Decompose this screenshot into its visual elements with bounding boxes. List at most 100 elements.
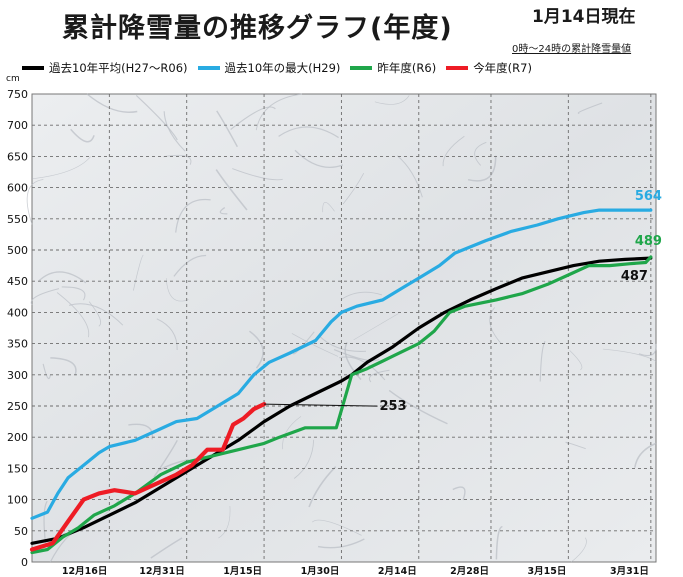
marble-vein [219, 207, 228, 215]
y-tick-label: 300 [7, 369, 28, 382]
y-unit-label: cm [6, 74, 20, 84]
marble-vein [291, 333, 339, 357]
y-tick-label: 500 [7, 244, 28, 257]
marble-vein [396, 155, 423, 198]
marble-vein [282, 416, 302, 450]
marble-vein [388, 389, 448, 425]
legend-label-max: 過去10年の最大(H29) [224, 61, 341, 75]
marble-vein [368, 369, 390, 383]
x-tick-label: 3月15日 [527, 566, 566, 577]
marble-vein [132, 254, 144, 291]
current-leader-line [264, 403, 378, 407]
end-label-avg: 487 [621, 269, 648, 284]
marble-vein [374, 95, 410, 105]
marble-vein [333, 349, 380, 362]
marble-vein [318, 335, 367, 352]
legend-swatch-max [197, 66, 220, 70]
x-tick-label: 3月31日 [610, 566, 649, 577]
marble-vein [342, 173, 365, 205]
plot-texture [26, 93, 657, 563]
marble-vein [165, 278, 189, 302]
marble-vein [322, 201, 335, 213]
marble-vein [344, 342, 362, 381]
marble-vein [495, 525, 503, 560]
marble-vein [150, 537, 183, 559]
marble-vein [43, 500, 48, 544]
marble-vein [474, 141, 487, 166]
marble-vein [86, 93, 138, 113]
marble-vein [153, 439, 178, 478]
legend-label-avg: 過去10年平均(H27～R06) [49, 61, 188, 75]
end-label-current: 253 [380, 399, 407, 414]
legend-item-current[interactable]: 今年度(R7) [446, 60, 532, 76]
legend-item-avg[interactable]: 過去10年平均(H27～R06) [22, 60, 188, 76]
legend-swatch-avg [22, 66, 44, 70]
marble-vein [215, 169, 248, 211]
marble-vein [442, 135, 465, 167]
marble-vein [232, 168, 283, 181]
date-label: 1月14日現在 [532, 7, 636, 27]
y-tick-label: 700 [7, 119, 28, 132]
y-tick-label: 250 [7, 400, 28, 413]
legend-swatch-last [350, 66, 373, 70]
marble-vein [175, 198, 211, 233]
marble-vein [135, 94, 178, 141]
end-label-max: 564 [635, 189, 662, 204]
end-labels: 564 489 487 253 [264, 189, 662, 414]
x-tick-label: 12月31日 [139, 566, 184, 577]
x-tick-label: 2月14日 [378, 566, 417, 577]
marble-vein [156, 318, 178, 351]
marble-vein [38, 271, 87, 284]
marble-vein [278, 126, 339, 139]
marble-vein [341, 291, 383, 300]
y-tick-label: 350 [7, 338, 28, 351]
y-tick-label: 550 [7, 213, 28, 226]
marble-vein [452, 486, 466, 501]
y-tick-label: 600 [7, 182, 28, 195]
marble-vein [569, 350, 583, 371]
marble-vein [70, 128, 95, 143]
legend-swatch-current [446, 66, 469, 70]
marble-vein [571, 537, 587, 563]
marble-vein [634, 442, 657, 468]
marble-vein [68, 303, 124, 326]
marble-vein [308, 466, 337, 508]
series-line-max [30, 208, 653, 520]
chart-title: 累計降雪量の推移グラフ(年度) [62, 13, 453, 44]
marble-vein [88, 301, 102, 327]
legend-label-current: 今年度(R7) [473, 61, 532, 75]
y-tick-label: 100 [7, 494, 28, 507]
marble-vein [294, 149, 344, 168]
x-tick-label: 2月28日 [450, 566, 489, 577]
marble-vein [26, 179, 44, 225]
y-tick-label: 750 [7, 88, 28, 101]
marble-vein [577, 102, 603, 114]
marble-vein [32, 156, 91, 180]
marble-vein [56, 292, 90, 338]
marble-vein [602, 348, 657, 362]
end-label-last: 489 [635, 234, 662, 249]
legend: 過去10年平均(H27～R06) 過去10年の最大(H29) 昨年度(R6) 今… [22, 60, 532, 76]
marble-vein [293, 439, 315, 479]
y-tick-label: 150 [7, 462, 28, 475]
marble-vein [159, 458, 189, 471]
x-tick-label: 1月30日 [301, 566, 340, 577]
marble-vein [163, 154, 192, 165]
y-tick-label: 50 [14, 525, 28, 538]
marble-vein [249, 330, 264, 369]
series-line-last [30, 255, 653, 555]
marble-vein [539, 340, 546, 382]
marble-vein [173, 254, 207, 277]
marble-vein [218, 505, 231, 539]
marble-vein [255, 93, 303, 131]
marble-vein [638, 343, 657, 357]
series-line-current [29, 402, 267, 552]
legend-item-last[interactable]: 昨年度(R6) [350, 60, 436, 76]
x-tick-label: 1月15日 [223, 566, 262, 577]
y-tick-label: 650 [7, 150, 28, 163]
legend-label-last: 昨年度(R6) [377, 61, 437, 75]
marble-vein [339, 356, 386, 381]
legend-item-max[interactable]: 過去10年の最大(H29) [197, 60, 341, 76]
marble-vein [489, 307, 502, 344]
marble-vein [30, 288, 60, 306]
